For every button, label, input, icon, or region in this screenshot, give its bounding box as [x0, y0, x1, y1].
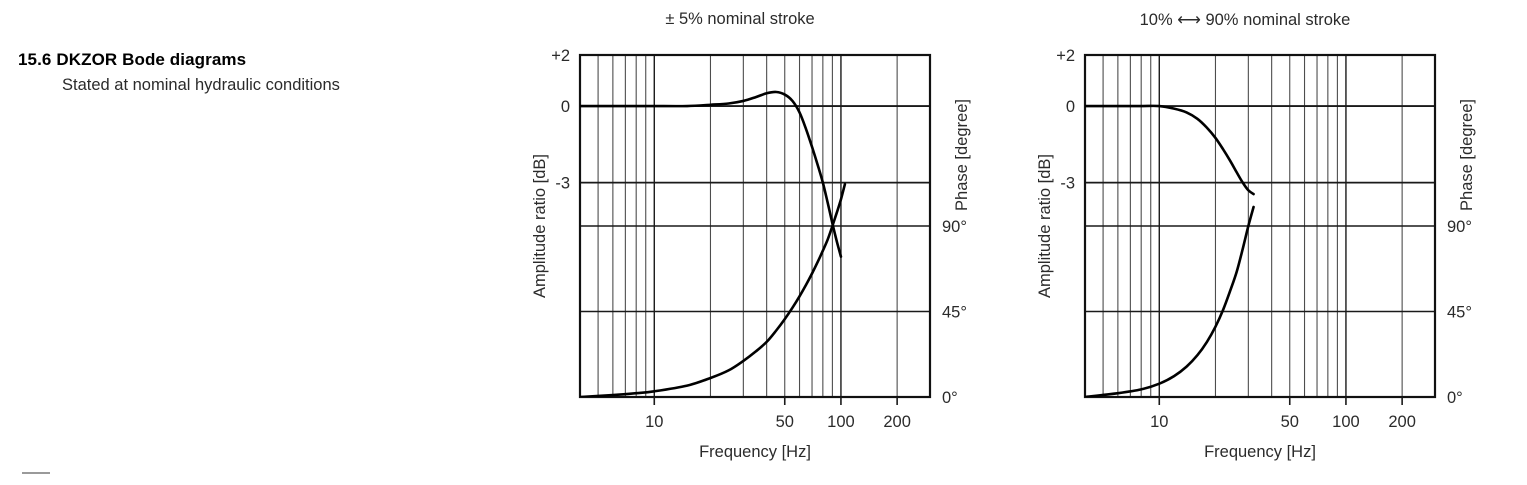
bode-chart-left: ± 5% nominal stroke +2 0 -3 90° 45° 0° 10 50 100… — [505, 0, 975, 465]
y2-tick-label: 90° — [1447, 218, 1472, 236]
y-tick-label: 0 — [561, 98, 570, 116]
y2-axis-title: Phase [degree] — [1458, 99, 1476, 211]
x-tick-label: 200 — [883, 413, 911, 431]
chart-title-right: 10% ⟷ 90% nominal stroke — [1139, 11, 1351, 29]
y2-tick-label: 45° — [942, 304, 967, 322]
y-axis-title: Amplitude ratio [dB] — [1036, 154, 1054, 298]
bode-plot-right-svg: +2 0 -3 90° 45° 0° 10 50 100 200 Frequency [Hz] Amp… — [1036, 47, 1476, 461]
y2-tick-label: 0° — [942, 389, 958, 407]
y-tick-label: 0 — [1066, 98, 1075, 116]
section-subtitle: Stated at nominal hydraulic conditions — [62, 76, 340, 94]
page-title: 15.6 DKZOR Bode diagrams — [18, 50, 488, 70]
phase-curve — [580, 182, 847, 397]
x-tick-label: 50 — [1281, 413, 1299, 431]
y-tick-label: -3 — [1060, 175, 1075, 193]
footer-rule — [22, 472, 50, 474]
y2-tick-label: 90° — [942, 218, 967, 236]
x-tick-label: 200 — [1388, 413, 1416, 431]
amplitude-curve — [1085, 104, 1255, 196]
y-tick-label: +2 — [1056, 47, 1075, 65]
section-number: 15.6 — [18, 50, 52, 69]
chart-title-left: ± 5% nominal stroke — [665, 10, 815, 28]
y2-tick-label: 45° — [1447, 304, 1472, 322]
bode-chart-right: 10% ⟷ 90% nominal stroke +2 0 -3 90° 45° 0° 10… — [1010, 0, 1480, 465]
y2-axis-title: Phase [degree] — [953, 99, 971, 211]
y-axis-title: Amplitude ratio [dB] — [531, 154, 549, 298]
x-tick-label: 10 — [645, 413, 663, 431]
section-text-block: 15.6 DKZOR Bode diagrams Stated at nomin… — [18, 50, 488, 95]
amplitude-curve — [580, 90, 843, 258]
x-axis-title: Frequency [Hz] — [699, 443, 811, 461]
x-tick-label: 10 — [1150, 413, 1168, 431]
plot-frame — [1083, 53, 1437, 399]
plot-frame — [578, 53, 932, 399]
x-tick-label: 100 — [1332, 413, 1360, 431]
y2-tick-label: 0° — [1447, 389, 1463, 407]
x-tick-label: 50 — [776, 413, 794, 431]
phase-curve — [1085, 205, 1255, 397]
bode-plot-left-svg: +2 0 -3 90° 45° 0° 10 50 100 200 Frequency [Hz] Amp… — [531, 47, 971, 461]
x-axis-title: Frequency [Hz] — [1204, 443, 1316, 461]
x-tick-label: 100 — [827, 413, 855, 431]
section-title: DKZOR Bode diagrams — [56, 50, 247, 69]
y-tick-label: +2 — [551, 47, 570, 65]
y-tick-label: -3 — [555, 175, 570, 193]
